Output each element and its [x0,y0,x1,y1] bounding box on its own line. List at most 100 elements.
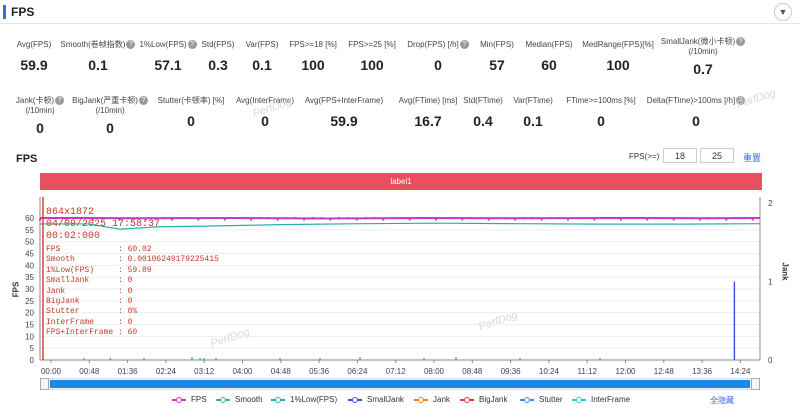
fps-marker [109,216,112,220]
x-tick-label: 11:12 [577,367,597,376]
help-icon[interactable]: ? [736,96,746,106]
tooltip-value: : 60.02 [118,245,152,254]
stat-label: FPS>=25 [%] [322,40,422,50]
stat-value: 0.7 [693,61,713,77]
legend-item-jank[interactable]: Jank [414,395,450,404]
stat-avg-interframe: Avg(InterFrame) 0 [215,96,315,129]
help-icon[interactable]: ? [55,96,65,106]
fps-range-high-input[interactable] [700,148,734,163]
stat-ftime-100ms: FTime>=100ms [%] 0 [551,96,651,129]
legend-swatch [520,396,534,403]
scrollbar-right-handle[interactable] [751,378,760,390]
tooltip-row: BigJank: 0 [46,297,219,307]
legend-swatch [216,396,230,403]
fps-marker [452,216,455,220]
fps-marker [417,216,420,220]
x-tick-label: 14:24 [730,367,751,376]
stat-value: 0 [261,113,269,129]
fps-marker [197,218,200,221]
stat-label: FTime>=100ms [%] [551,96,651,106]
legend-item-bigjank[interactable]: BigJank [460,395,507,404]
reset-button[interactable]: 重置 [743,153,762,163]
tooltip-value: : 0.00106249179225415 [118,255,219,265]
legend-item-stutter[interactable]: Stutter [520,395,563,404]
legend-swatch [348,396,362,403]
legend-item-interframe[interactable]: InterFrame [572,395,630,404]
fps-marker [355,218,358,221]
stat-label: MedRange(FPS)[%] [568,40,668,50]
fps-marker [690,216,693,220]
x-tick-label: 02:24 [156,367,177,376]
legend-swatch [572,396,586,403]
stat-jank: Jank(卡顿)? (/10min) 0 [0,96,90,136]
fps-marker [258,216,262,220]
x-tick-label: 04:00 [232,367,253,376]
fps-marker [672,218,675,221]
stat-value: 59.9 [330,113,358,129]
help-icon[interactable]: ? [126,40,136,50]
legend-item-smooth[interactable]: Smooth [216,395,263,404]
stat-value: 0.1 [252,57,272,73]
stat-delta-ftime-100ms-h: Delta(FTime)>100ms [/h]? 0 [646,96,746,129]
stat-value: 60 [541,57,557,73]
stat-value: 100 [360,57,384,73]
fps-marker [214,216,218,220]
hide-all-button[interactable]: 全隐藏 [710,396,734,405]
fps-marker [47,216,50,220]
y-tick-label: 25 [25,297,34,306]
fps-marker [373,216,376,220]
fps-marker [637,216,640,220]
stat-label-text: FTime>=100ms [%] [566,96,636,105]
help-icon[interactable]: ? [138,96,148,106]
help-icon[interactable]: ? [459,40,469,50]
stat-label: Var(FPS) [212,40,312,50]
fps-marker [584,216,587,220]
chevron-down-icon[interactable]: ▼ [774,3,792,21]
fps-marker [478,216,482,220]
legend-item-1-low-fps[interactable]: 1%Low(FPS) [271,395,337,404]
fps-marker [153,216,156,220]
stat-label-text: Std(FPS) [201,40,235,49]
stat-value: 0.4 [473,113,493,129]
tooltip-key: InterFrame [46,317,95,327]
help-icon[interactable]: ? [736,37,746,47]
stat-label-text: Jank(卡顿) [15,96,55,105]
tooltip-key: Stutter [46,307,80,317]
chart-title: FPS [16,153,38,165]
scrollbar-range[interactable] [50,380,750,388]
fps-marker [320,216,323,220]
tooltip-key: SmallJank [46,276,90,286]
stat-label-text: Delta(FTime)>100ms [/h] [646,96,736,105]
stat-label-text: Avg(InterFrame) [235,96,295,105]
stat-label: Var(FTime) [483,96,583,106]
y-tick-label: 55 [25,226,34,235]
fps-marker [426,216,429,220]
tooltip-elapsed: 00:02:000 [46,231,101,242]
tooltip-row: Stutter: 0% [46,307,219,317]
x-tick-label: 06:24 [347,367,368,376]
stat-smalljank: SmallJank(微小卡顿)? (/10min) 0.7 [653,37,753,77]
x-tick-label: 08:00 [424,367,445,376]
stat-label-text: Smooth(卷帧指数) [60,40,126,49]
y-tick-label: 20 [25,309,34,318]
fps-range-low-input[interactable] [663,148,697,163]
y-tick-label: 40 [25,261,34,270]
stat-label-text: MedRange(FPS)[%] [582,40,654,49]
legend-item-fps[interactable]: FPS [172,395,207,404]
stat-value: 57.1 [154,57,182,73]
y-tick-label: 5 [30,344,35,353]
label-band[interactable]: label1 [40,173,762,190]
help-icon[interactable]: ? [187,40,197,50]
fps-marker [329,218,332,221]
scrollbar-left-handle[interactable] [40,378,49,390]
fps-marker [681,216,684,220]
stat-label-text: Stutter(卡顿率) [%] [157,96,225,105]
fps-marker [100,216,103,220]
y-tick-label: 0 [30,356,35,365]
stat-label: BigJank(严重卡顿)? [60,96,160,106]
y-tick-label: 60 [25,214,34,223]
legend-item-smalljank[interactable]: SmallJank [348,395,404,404]
time-range-scrollbar[interactable] [40,378,760,390]
legend-label: 1%Low(FPS) [290,395,338,404]
